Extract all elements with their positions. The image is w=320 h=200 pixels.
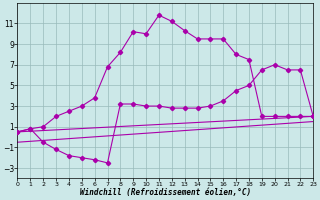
X-axis label: Windchill (Refroidissement éolien,°C): Windchill (Refroidissement éolien,°C) bbox=[80, 188, 251, 197]
